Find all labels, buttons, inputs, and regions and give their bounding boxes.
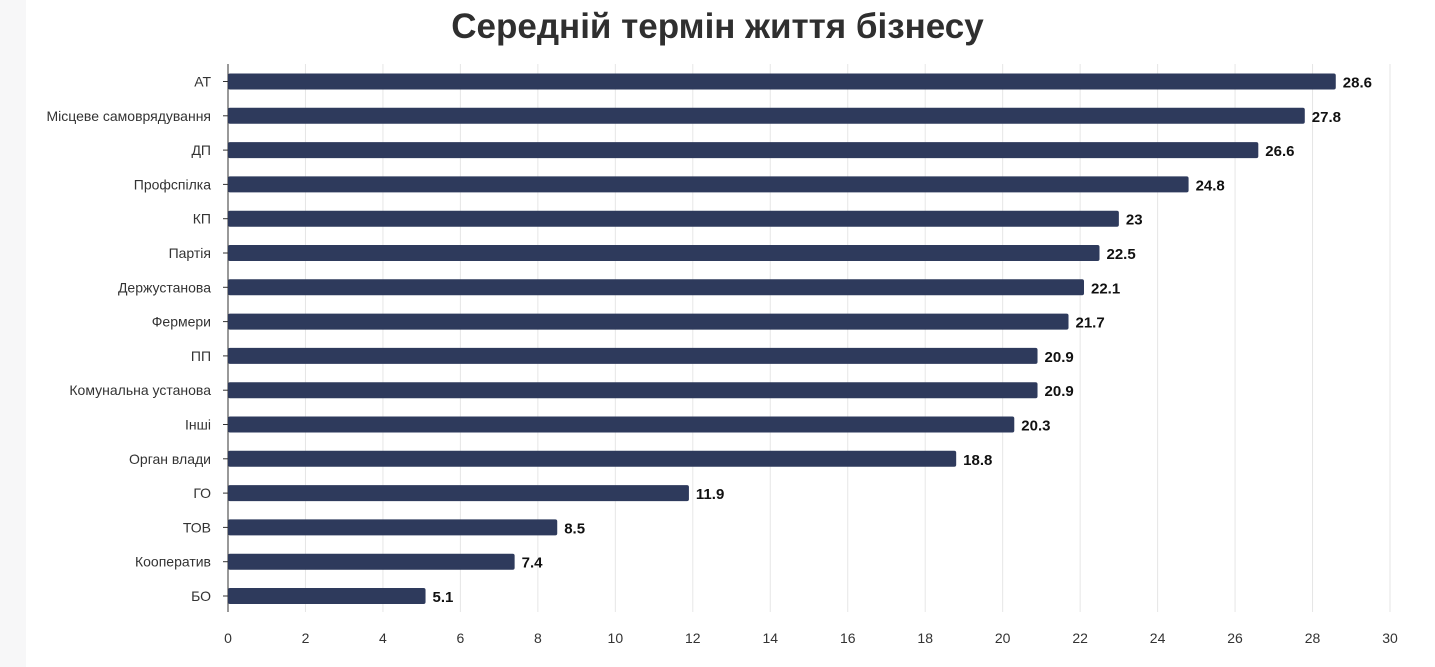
value-label: 27.8 <box>1312 109 1341 126</box>
category-label: ПП <box>191 348 211 364</box>
bar <box>228 279 1085 296</box>
category-label: ТОВ <box>183 519 211 535</box>
bar <box>228 73 1336 90</box>
x-tick-label: 14 <box>762 630 778 646</box>
value-label: 24.8 <box>1196 177 1225 194</box>
x-tick-label: 6 <box>457 630 465 646</box>
x-tick-label: 0 <box>224 630 232 646</box>
value-label: 28.6 <box>1343 75 1372 92</box>
bar <box>228 416 1015 433</box>
bar <box>228 245 1100 261</box>
x-tick-label: 20 <box>995 630 1011 646</box>
category-label: Інші <box>185 417 211 433</box>
bar <box>228 176 1189 193</box>
bar <box>228 313 1069 330</box>
category-label: Орган влади <box>129 451 211 467</box>
x-tick-label: 8 <box>534 630 542 646</box>
category-label: ДП <box>191 142 211 158</box>
value-label: 7.4 <box>522 555 544 572</box>
category-label: Комунальна установа <box>69 382 211 398</box>
x-tick-label: 2 <box>302 630 310 646</box>
category-label: Місцеве самоврядування <box>47 108 212 124</box>
category-label: БО <box>191 588 211 604</box>
bar <box>228 485 689 502</box>
x-tick-label: 30 <box>1382 630 1398 646</box>
x-tick-label: 16 <box>840 630 856 646</box>
value-label: 20.9 <box>1045 349 1074 366</box>
x-tick-label: 18 <box>917 630 933 646</box>
category-label: ГО <box>193 485 211 501</box>
bar <box>228 553 515 570</box>
x-tick-label: 4 <box>379 630 387 646</box>
value-label: 20.3 <box>1021 418 1050 435</box>
bar <box>228 519 558 536</box>
bar <box>228 382 1038 399</box>
value-label: 20.9 <box>1045 383 1074 400</box>
category-label: Держустанова <box>118 279 211 295</box>
category-label: Фермери <box>152 314 211 330</box>
x-tick-label: 12 <box>685 630 701 646</box>
value-label: 22.5 <box>1107 246 1136 263</box>
x-tick-label: 28 <box>1305 630 1321 646</box>
value-label: 22.1 <box>1091 280 1120 297</box>
category-label: АТ <box>194 74 211 90</box>
value-label: 5.1 <box>433 589 454 606</box>
bar <box>228 107 1305 124</box>
x-tick-label: 24 <box>1150 630 1166 646</box>
bar <box>228 210 1119 227</box>
value-label: 8.5 <box>564 520 585 537</box>
x-tick-label: 26 <box>1227 630 1243 646</box>
bar <box>228 347 1038 364</box>
bar <box>228 142 1259 159</box>
value-label: 18.8 <box>963 452 992 469</box>
category-label: Профспілка <box>134 176 211 192</box>
bar <box>228 588 426 604</box>
x-tick-label: 10 <box>608 630 624 646</box>
category-label: Кооператив <box>135 554 211 570</box>
category-label: Партія <box>169 245 211 261</box>
value-label: 23 <box>1126 212 1143 229</box>
x-tick-label: 22 <box>1072 630 1088 646</box>
value-label: 21.7 <box>1076 315 1105 332</box>
chart-title: Середній термін життя бізнесу <box>451 7 984 46</box>
value-label: 11.9 <box>696 486 724 503</box>
bar <box>228 450 957 467</box>
value-label: 26.6 <box>1265 143 1294 160</box>
category-label: КП <box>193 211 211 227</box>
